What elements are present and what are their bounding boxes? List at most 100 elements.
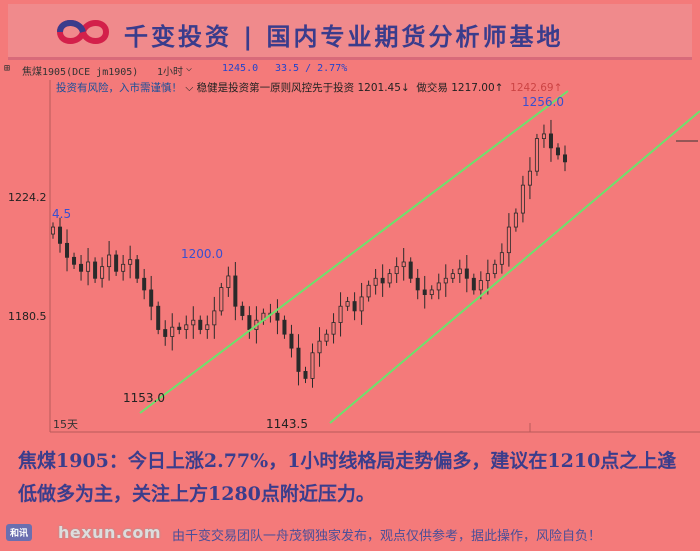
chevron-down-icon[interactable]: ⌵ xyxy=(186,63,193,74)
peak-annotation: 1200.0 xyxy=(181,247,223,261)
plus-minus-icon[interactable]: ⊞ xyxy=(4,63,11,74)
candle-body xyxy=(499,252,504,265)
candle-body xyxy=(331,322,336,335)
infinity-logo-icon xyxy=(57,20,109,44)
candle-body xyxy=(107,254,112,268)
level-3: 1242.69↑ xyxy=(510,82,563,94)
candle-body xyxy=(142,277,147,291)
low-annotation: 1153.0 xyxy=(123,391,165,405)
level-1: 1201.45↓ xyxy=(357,82,410,94)
candle-body xyxy=(303,371,308,379)
candle-body xyxy=(296,347,301,372)
candle-body xyxy=(65,242,70,258)
symbol-label[interactable]: 焦煤1905(DCE jm1905) xyxy=(22,67,139,78)
left-value-label: 4.5 xyxy=(52,207,71,221)
candle-body xyxy=(72,256,77,265)
candle-body xyxy=(443,277,448,284)
candle-body xyxy=(436,282,441,291)
candle-body xyxy=(527,170,532,186)
y-tick-label: 1180.5 xyxy=(8,310,47,323)
x-range-label: 15天 xyxy=(53,418,78,431)
candle-body xyxy=(177,326,182,330)
candle-body xyxy=(219,287,224,312)
candle-body xyxy=(191,319,196,326)
candle-body xyxy=(408,261,413,279)
candle-body xyxy=(310,352,315,379)
notice-bar: 投资有风险，入市需谨慎！ ⌵ 稳健是投资第一原则风控先于投资 1201.45↓ … xyxy=(56,80,562,95)
candle-body xyxy=(79,263,84,272)
candle-body xyxy=(198,319,203,330)
candle-body xyxy=(520,184,525,214)
candle-body xyxy=(401,261,406,268)
candle-body xyxy=(338,305,343,323)
candle-body xyxy=(282,319,287,335)
candle-body xyxy=(366,284,371,298)
banner: 千变投资 | 国内专业期货分析师基地 xyxy=(8,4,692,60)
candle-body xyxy=(128,259,133,265)
candle-body xyxy=(415,277,420,291)
candle-body xyxy=(149,289,154,307)
candle-body xyxy=(247,315,252,330)
candle-body xyxy=(170,326,175,337)
candle-body xyxy=(450,273,455,279)
chart-toolbar: ⊞ 焦煤1905(DCE jm1905) 1小时 ⌵ 1245.0 33.5 /… xyxy=(0,62,700,78)
high-annotation: 1256.0 xyxy=(522,95,564,109)
site-watermark: hexun.com xyxy=(58,523,162,542)
candle-body xyxy=(114,254,119,272)
candle-body xyxy=(352,301,357,312)
disclaimer-text: 由千变交易团队一舟茂钢独家发布，观点仅供参考，据此操作，风险自负！ xyxy=(172,529,602,544)
candle-body xyxy=(184,324,189,330)
motto-text: 稳健是投资第一原则风控先于投资 xyxy=(196,82,355,94)
candle-body xyxy=(563,154,568,163)
candle-body xyxy=(233,275,238,307)
candle-body xyxy=(541,133,546,139)
candle-body xyxy=(373,277,378,286)
candle-body xyxy=(555,147,560,156)
hexun-badge[interactable]: 和讯 xyxy=(6,524,33,541)
trade-label: 做交易 xyxy=(416,82,448,94)
analysis-commentary: 焦煤1905：今日上涨2.77%，1小时线格局走势偏多，建议在1210点之上逢低… xyxy=(18,450,677,505)
candle-body xyxy=(387,273,392,284)
candle-body xyxy=(513,212,518,228)
candles-group xyxy=(51,119,568,388)
y-tick-label: 1224.2 xyxy=(8,191,47,204)
candle-body xyxy=(240,305,245,316)
candle-body xyxy=(457,268,462,275)
candle-body xyxy=(135,259,140,279)
low-annotation: 1143.5 xyxy=(266,417,308,431)
candle-body xyxy=(93,261,98,279)
chevron-down-icon[interactable]: ⌵ xyxy=(185,82,194,94)
candle-body xyxy=(345,301,350,307)
candle-body xyxy=(534,138,539,172)
candle-body xyxy=(163,329,168,337)
candle-body xyxy=(548,133,553,149)
period-select[interactable]: 1小时 xyxy=(157,67,184,78)
banner-title: 千变投资 | 国内专业期货分析师基地 xyxy=(124,23,564,51)
candle-body xyxy=(275,312,280,321)
candle-body xyxy=(471,277,476,291)
risk-warning: 投资有风险，入市需谨慎！ xyxy=(56,82,182,94)
candle-body xyxy=(422,289,427,295)
candle-body xyxy=(380,277,385,284)
candle-body xyxy=(156,305,161,330)
channel-upper-line xyxy=(139,90,569,414)
price-chart[interactable]: 1224.2 1180.5 4.5 1256.0 1200.0 1153.0 1… xyxy=(0,78,700,433)
level-2: 1217.00↑ xyxy=(451,82,504,94)
candle-body xyxy=(51,226,56,235)
candle-body xyxy=(485,273,490,282)
candle-body xyxy=(86,261,91,272)
candle-body xyxy=(506,226,511,254)
candle-body xyxy=(429,289,434,295)
candle-body xyxy=(289,333,294,349)
candle-body xyxy=(394,266,399,275)
last-price: 1245.0 xyxy=(222,63,259,74)
candle-body xyxy=(464,268,469,279)
candle-body xyxy=(359,296,364,312)
footer: 和讯 hexun.com 由千变交易团队一舟茂钢独家发布，观点仅供参考，据此操作… xyxy=(0,520,700,551)
candle-body xyxy=(100,266,105,279)
candle-body xyxy=(317,340,322,354)
candle-body xyxy=(212,310,217,326)
channel-lower-line xyxy=(329,110,700,424)
candle-body xyxy=(478,280,483,291)
candle-body xyxy=(226,275,231,288)
